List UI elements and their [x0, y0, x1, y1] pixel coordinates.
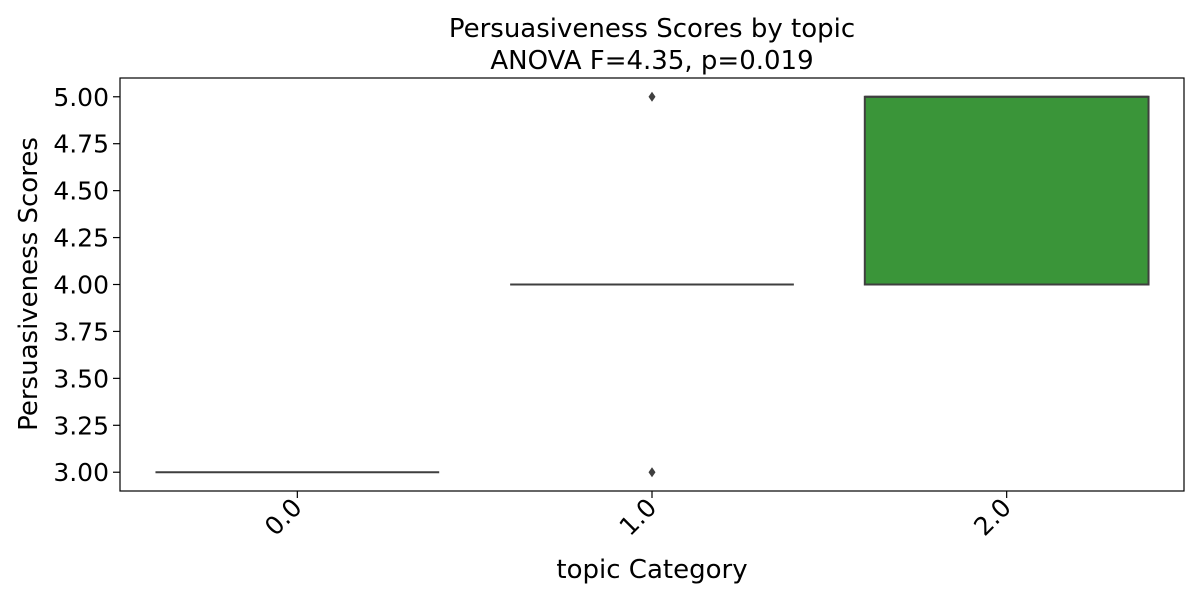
box-body — [863, 95, 1150, 286]
y-tick-label: 4.25 — [53, 224, 109, 253]
x-tick-label: 0.0 — [259, 493, 308, 542]
x-tick-label: 1.0 — [614, 493, 663, 542]
chart-subtitle: ANOVA F=4.35, p=0.019 — [490, 46, 813, 76]
y-tick-label: 3.25 — [53, 411, 109, 440]
chart-title: Persuasiveness Scores by topic — [449, 14, 855, 44]
y-tick-label: 5.00 — [53, 83, 109, 112]
y-tick-label: 3.50 — [53, 364, 109, 393]
y-tick-label: 4.75 — [53, 130, 109, 159]
y-axis-label: Persuasiveness Scores — [14, 137, 44, 431]
outlier-point — [648, 467, 656, 478]
y-axis: 3.00 3.25 3.50 3.75 4.00 4.25 4.50 4.75 5.00 — [53, 83, 120, 487]
plot-area — [155, 91, 1150, 478]
y-tick-label: 3.75 — [53, 317, 109, 346]
x-axis-label: topic Category — [556, 555, 747, 585]
x-tick-label: 2.0 — [968, 493, 1017, 542]
box-2.0 — [863, 95, 1150, 286]
box-1.0 — [510, 91, 794, 478]
y-tick-label: 3.00 — [53, 458, 109, 487]
y-tick-label: 4.50 — [53, 177, 109, 206]
outlier-point — [648, 91, 656, 102]
y-tick-label: 4.00 — [53, 271, 109, 300]
x-axis: 0.0 1.0 2.0 — [259, 491, 1017, 541]
